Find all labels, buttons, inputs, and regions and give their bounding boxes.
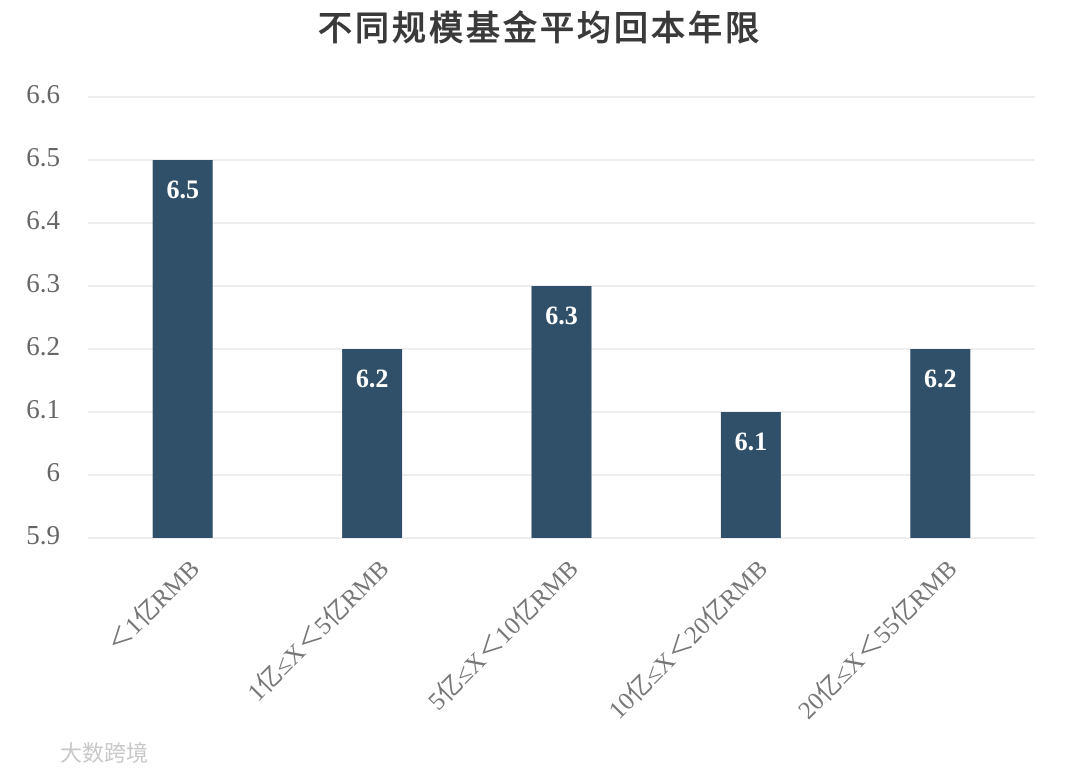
x-tick-label: 10亿≤X＜20亿RMB [603,554,773,724]
y-tick-label: 6.2 [26,331,60,361]
x-tick-label: 1亿≤X＜5亿RMB [242,554,394,706]
data-label: 6.1 [735,427,768,456]
bar [720,412,781,538]
x-tick-label: ＜1亿RMB [102,554,205,657]
bar [531,286,592,538]
bar [910,349,971,538]
bar [152,160,213,538]
bar [342,349,403,538]
y-tick-label: 6 [47,457,61,487]
y-tick-label: 6.1 [26,394,60,424]
watermark: 大数跨境 [60,742,148,767]
y-tick-label: 5.9 [26,520,60,550]
y-tick-label: 6.6 [26,79,60,109]
x-tick-label: 20亿≤X＜55亿RMB [793,554,963,724]
data-label: 6.2 [924,364,957,393]
data-label: 6.3 [545,301,578,330]
data-label: 6.5 [166,175,199,204]
y-tick-label: 6.3 [26,268,60,298]
y-tick-label: 6.5 [26,142,60,172]
x-tick-label: 5亿≤X＜10亿RMB [423,554,584,715]
y-tick-label: 6.4 [26,205,60,235]
data-label: 6.2 [356,364,389,393]
chart-title: 不同规模基金平均回本年限 [318,9,762,48]
